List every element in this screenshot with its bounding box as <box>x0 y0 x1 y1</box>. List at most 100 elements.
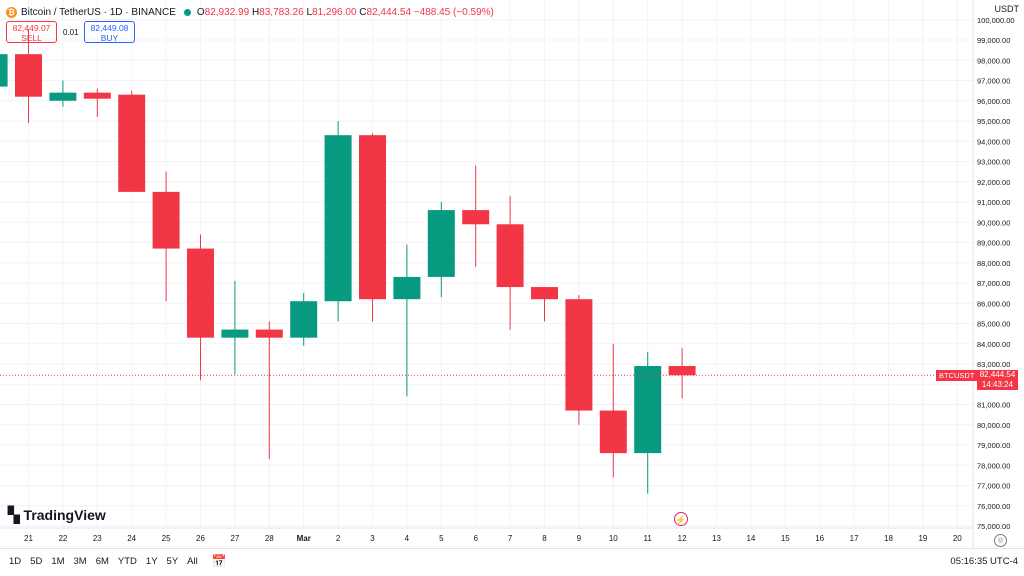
price-tick-label: 92,000.00 <box>977 178 1010 187</box>
date-tick-label: 4 <box>405 534 410 543</box>
bitcoin-icon: ₿ <box>6 6 17 18</box>
candle <box>15 29 42 124</box>
lightning-icon[interactable]: ⚡ <box>674 512 688 526</box>
price-tick-label: 76,000.00 <box>977 502 1010 511</box>
candle-body <box>255 329 283 338</box>
market-open-icon <box>183 8 191 16</box>
candle <box>359 133 386 322</box>
candles <box>0 29 696 494</box>
candle <box>0 54 8 87</box>
date-tick-label: 19 <box>918 534 927 543</box>
reset-icon[interactable]: ◎ <box>994 534 1007 547</box>
bottom-toolbar: 1D 5D 1M 3M 6M YTD 1Y 5Y All 📅 05:16:35 … <box>0 548 1024 573</box>
date-tick-label: 3 <box>370 534 375 543</box>
price-tick-label: 90,000.00 <box>977 218 1010 227</box>
candle-body <box>118 94 146 192</box>
price-tick-label: 87,000.00 <box>977 279 1010 288</box>
clock[interactable]: 05:16:35 UTC-4 <box>950 555 1018 567</box>
currency-label[interactable]: USDT <box>994 4 1020 14</box>
range-1m[interactable]: 1M <box>51 555 65 567</box>
price-tick-label: 89,000.00 <box>977 239 1010 248</box>
date-tick-label: 18 <box>884 534 893 543</box>
date-tick-label: 6 <box>473 534 478 543</box>
date-tick-label: 14 <box>746 534 755 543</box>
candle <box>531 287 558 322</box>
candle-body <box>324 135 352 302</box>
candle <box>290 293 318 346</box>
last-price-tag: BTCUSDT 82,444.54 14:43:24 <box>936 370 1018 391</box>
chart-grid <box>0 0 973 528</box>
price-tick-label: 77,000.00 <box>977 482 1010 491</box>
date-tick-label: 2 <box>336 534 341 543</box>
time-axis[interactable]: 21 22 23 24 25 26 27 28 Mar 2 3 4 5 6 7 8 9 10 11 12 13 14 15 1… <box>0 527 973 543</box>
price-tick-label: 88,000.00 <box>977 259 1010 268</box>
date-tick-label: 28 <box>265 534 274 543</box>
candle <box>152 171 180 302</box>
date-tick-label: 24 <box>127 534 136 543</box>
logo-text: TradingView <box>23 507 106 523</box>
candle-body <box>152 191 180 249</box>
range-3m[interactable]: 3M <box>73 555 87 567</box>
sell-button[interactable]: 82,449.07 SELL <box>6 21 57 43</box>
candle-body <box>565 299 593 411</box>
candle <box>118 90 146 192</box>
date-tick-label: 12 <box>678 534 687 543</box>
candle <box>393 244 421 397</box>
price-tick-label: 84,000.00 <box>977 340 1010 349</box>
candle-body <box>599 410 627 454</box>
date-tick-label: 21 <box>24 534 33 543</box>
date-tick-label: 10 <box>609 534 618 543</box>
candle <box>668 347 696 399</box>
price-tick-label: 80,000.00 <box>977 421 1010 430</box>
range-1d[interactable]: 1D <box>9 555 22 567</box>
range-1y[interactable]: 1Y <box>145 555 158 567</box>
candle-body <box>393 276 421 300</box>
price-axis[interactable]: 75,000.00 76,000.00 77,000.00 78,000.00 79,0… <box>972 0 1015 548</box>
price-tick-label: 94,000.00 <box>977 137 1010 146</box>
candle <box>324 121 352 322</box>
candle-body <box>359 135 386 300</box>
range-ytd[interactable]: YTD <box>117 555 137 567</box>
candle-body <box>668 366 696 376</box>
price-tick-label: 91,000.00 <box>977 198 1010 207</box>
range-all[interactable]: All <box>187 555 198 567</box>
price-tick-label: 97,000.00 <box>977 77 1010 86</box>
symbol-header[interactable]: ₿ Bitcoin / TetherUS · 1D · BINANCE O82,… <box>6 4 494 20</box>
range-5d[interactable]: 5D <box>30 555 43 567</box>
buy-label: BUY <box>100 33 119 43</box>
price-tick-label: 81,000.00 <box>977 401 1010 410</box>
date-tick-label: 25 <box>162 534 171 543</box>
date-tick-label: 26 <box>196 534 205 543</box>
symbol-title[interactable]: Bitcoin / TetherUS · 1D · BINANCE <box>21 6 176 18</box>
buy-button[interactable]: 82,449.08 BUY <box>84 21 135 43</box>
range-5y[interactable]: 5Y <box>166 555 179 567</box>
candle <box>255 321 283 460</box>
price-tick-label: 86,000.00 <box>977 299 1010 308</box>
candle <box>599 343 627 478</box>
date-tick-label: 27 <box>230 534 239 543</box>
candle <box>462 165 490 267</box>
candle <box>221 280 249 375</box>
date-tick-label: 5 <box>439 534 444 543</box>
range-6m[interactable]: 6M <box>95 555 109 567</box>
date-tick-label: 9 <box>577 534 582 543</box>
candle-body <box>427 210 455 277</box>
calendar-icon[interactable]: 📅 <box>211 554 227 568</box>
date-tick-label: 17 <box>850 534 859 543</box>
tradingview-logo[interactable]: ▚ TradingView <box>8 506 106 524</box>
price-tick-label: 99,000.00 <box>977 36 1010 45</box>
date-tick-label: 15 <box>781 534 790 543</box>
candle-body <box>462 210 490 225</box>
candle <box>634 351 662 494</box>
candle <box>83 88 111 117</box>
date-tick-label: 23 <box>93 534 102 543</box>
date-tick-label: 20 <box>953 534 962 543</box>
candle-body <box>0 54 8 87</box>
price-tag-countdown: 14:43:24 <box>981 379 1014 389</box>
date-tick-label: 8 <box>542 534 547 543</box>
date-tick-label: 22 <box>58 534 67 543</box>
sell-price: 82,449.07 <box>12 23 51 33</box>
price-tag-symbol: BTCUSDT <box>936 370 978 382</box>
date-tick-label: 16 <box>815 534 824 543</box>
